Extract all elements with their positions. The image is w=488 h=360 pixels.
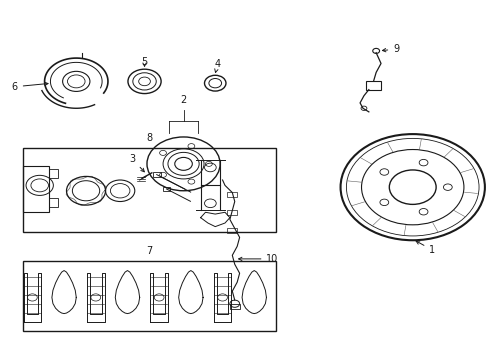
Text: 2: 2 — [180, 95, 186, 105]
Bar — [366, 81, 380, 90]
Bar — [49, 198, 58, 207]
Bar — [162, 187, 170, 191]
Bar — [227, 192, 237, 197]
Text: 9: 9 — [382, 44, 399, 54]
Bar — [22, 261, 276, 330]
Bar — [227, 210, 237, 215]
Bar — [153, 172, 160, 177]
Text: 10: 10 — [238, 254, 278, 264]
Text: 3: 3 — [129, 154, 144, 172]
Bar — [49, 169, 58, 178]
Bar — [22, 166, 49, 212]
Text: 6: 6 — [12, 82, 48, 92]
Text: 7: 7 — [146, 246, 152, 256]
Bar — [229, 304, 239, 309]
Text: 1: 1 — [415, 241, 434, 255]
Bar — [22, 148, 276, 232]
Text: 4: 4 — [214, 59, 220, 72]
Text: 8: 8 — [146, 134, 152, 143]
Text: 5: 5 — [141, 57, 147, 67]
Bar — [227, 228, 237, 233]
